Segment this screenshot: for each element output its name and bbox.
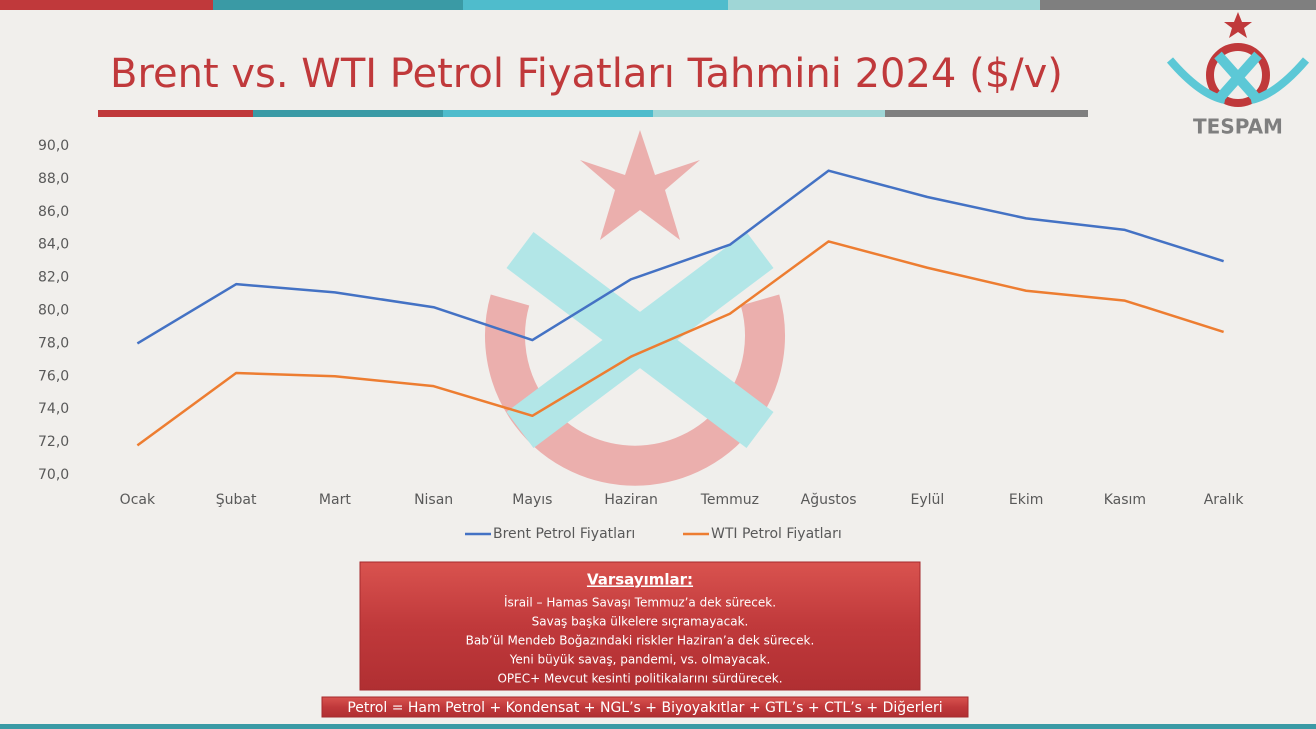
note-item: Bab’ül Mendeb Boğazındaki riskler Hazira… xyxy=(466,634,815,648)
y-tick-label: 80,0 xyxy=(38,303,69,319)
watermark xyxy=(505,130,765,466)
y-tick-label: 74,0 xyxy=(38,401,69,417)
y-tick-label: 72,0 xyxy=(38,434,69,450)
title-underline xyxy=(98,110,1088,117)
note-item: OPEC+ Mevcut kesinti politikalarını sürd… xyxy=(497,672,782,686)
legend-label: Brent Petrol Fiyatları xyxy=(493,526,635,542)
logo-text: TESPAM xyxy=(1193,115,1283,139)
notes-title: Varsayımlar: xyxy=(587,571,693,589)
y-tick-label: 86,0 xyxy=(38,204,69,220)
top-stripes xyxy=(0,0,1316,10)
chart-title: Brent vs. WTI Petrol Fiyatları Tahmini 2… xyxy=(110,51,1063,97)
x-tick-label: Şubat xyxy=(216,492,257,508)
note-item: İsrail – Hamas Savaşı Temmuz’a dek sürec… xyxy=(504,595,776,610)
x-tick-label: Haziran xyxy=(604,492,658,508)
note-item: Yeni büyük savaş, pandemi, vs. olmayacak… xyxy=(509,653,771,667)
x-tick-label: Eylül xyxy=(910,492,944,508)
bottom-stripe xyxy=(0,724,1316,729)
y-tick-label: 84,0 xyxy=(38,237,69,253)
x-tick-label: Kasım xyxy=(1104,492,1146,508)
x-tick-label: Ekim xyxy=(1009,492,1043,508)
x-tick-label: Mart xyxy=(319,492,351,508)
legend-label: WTI Petrol Fiyatları xyxy=(711,526,842,542)
slide: TESPAM Brent vs. WTI Petrol Fiyatları Ta… xyxy=(0,0,1316,729)
y-tick-label: 70,0 xyxy=(38,467,69,483)
note-item: Savaş başka ülkelere sıçramayacak. xyxy=(532,615,749,629)
y-tick-label: 76,0 xyxy=(38,368,69,384)
x-tick-label: Ocak xyxy=(120,492,156,508)
footer-text: Petrol = Ham Petrol + Kondensat + NGL’s … xyxy=(347,700,942,716)
x-tick-label: Aralık xyxy=(1204,492,1245,508)
y-tick-label: 90,0 xyxy=(38,138,69,154)
x-tick-label: Mayıs xyxy=(512,492,552,508)
y-tick-label: 82,0 xyxy=(38,270,69,286)
logo-emblem xyxy=(1170,12,1306,103)
y-tick-label: 78,0 xyxy=(38,335,69,351)
x-tick-label: Nisan xyxy=(414,492,453,508)
x-tick-label: Temmuz xyxy=(700,492,759,508)
x-tick-label: Ağustos xyxy=(801,492,857,508)
y-tick-label: 88,0 xyxy=(38,171,69,187)
